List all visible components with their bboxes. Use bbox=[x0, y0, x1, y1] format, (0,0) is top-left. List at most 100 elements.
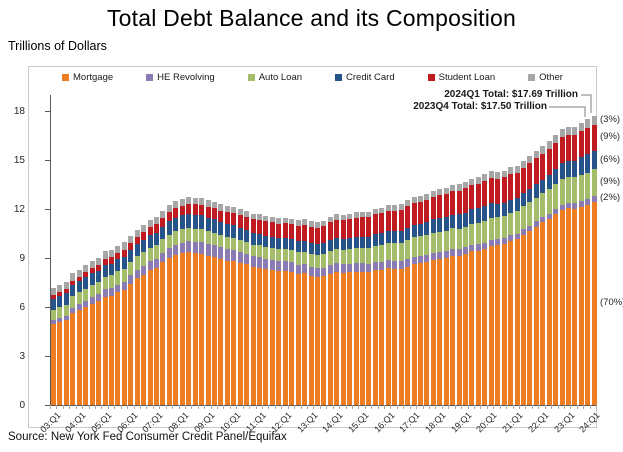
bar-segment-student-loan bbox=[372, 214, 378, 235]
bar-segment-student-loan bbox=[263, 221, 269, 236]
bar-segment-other bbox=[141, 225, 147, 233]
bar-segment-auto-loan bbox=[250, 244, 256, 257]
bar-segment-mortgage bbox=[585, 204, 591, 405]
bar-segment-student-loan bbox=[199, 204, 205, 216]
bar-segment-student-loan bbox=[392, 210, 398, 232]
stacked-bar bbox=[192, 197, 198, 405]
bar-segment-auto-loan bbox=[424, 235, 430, 255]
bar-segment-mortgage bbox=[192, 253, 198, 405]
stacked-bar bbox=[334, 214, 340, 405]
bar-segment-he-revolving bbox=[282, 261, 288, 272]
percent-label-auto-loan: (9%) bbox=[600, 175, 621, 187]
bar-segment-other bbox=[340, 214, 346, 221]
x-axis-tick-label: 13:Q1 bbox=[294, 410, 320, 435]
bar-segment-credit-card bbox=[231, 225, 237, 238]
bar-segment-student-loan bbox=[533, 157, 539, 184]
bar-segment-auto-loan bbox=[366, 248, 372, 265]
bar-segment-he-revolving bbox=[160, 252, 166, 263]
bar-segment-other bbox=[250, 213, 256, 220]
bar-segment-student-loan bbox=[289, 224, 295, 240]
bar-segment-student-loan bbox=[57, 291, 63, 296]
bar-segment-student-loan bbox=[488, 178, 494, 204]
bar-segment-other bbox=[372, 208, 378, 215]
stacked-bar bbox=[437, 189, 443, 405]
bar-segment-other bbox=[83, 265, 89, 273]
bar-segment-mortgage bbox=[263, 269, 269, 405]
bar-segment-auto-loan bbox=[385, 243, 391, 261]
bar-segment-mortgage bbox=[463, 254, 469, 405]
bar-segment-other bbox=[353, 212, 359, 218]
bar-segment-student-loan bbox=[173, 208, 179, 218]
bar-segment-student-loan bbox=[482, 180, 488, 206]
bar-segment-other bbox=[186, 196, 192, 204]
bar-segment-credit-card bbox=[469, 209, 475, 224]
x-axis-tick bbox=[146, 405, 148, 409]
stacked-bar bbox=[276, 217, 282, 405]
stacked-bar bbox=[546, 141, 552, 405]
bar-segment-credit-card bbox=[70, 284, 76, 297]
bar-segment-other bbox=[115, 245, 121, 253]
bar-segment-he-revolving bbox=[128, 275, 134, 284]
bar-segment-mortgage bbox=[51, 324, 57, 405]
bar-segment-mortgage bbox=[456, 256, 462, 405]
bar-segment-other bbox=[327, 216, 333, 223]
bar-segment-mortgage bbox=[430, 260, 436, 405]
bar-segment-credit-card bbox=[450, 214, 456, 229]
bar-segment-he-revolving bbox=[269, 259, 275, 270]
bar-segment-mortgage bbox=[546, 219, 552, 405]
stacked-bar bbox=[141, 225, 147, 405]
bar-segment-he-revolving bbox=[314, 268, 320, 277]
bar-segment-credit-card bbox=[199, 215, 205, 230]
bar-segment-mortgage bbox=[553, 214, 559, 405]
x-axis-tick bbox=[300, 405, 302, 409]
bar-segment-mortgage bbox=[211, 257, 217, 405]
x-axis-tick bbox=[249, 405, 251, 409]
stacked-bar bbox=[463, 181, 469, 405]
bar-segment-credit-card bbox=[366, 236, 372, 249]
stacked-bar bbox=[392, 205, 398, 405]
bar-segment-he-revolving bbox=[289, 262, 295, 272]
bar-segment-other bbox=[398, 203, 404, 210]
x-axis-tick bbox=[486, 405, 488, 409]
bar-segment-he-revolving bbox=[224, 249, 230, 261]
bar-segment-auto-loan bbox=[308, 253, 314, 267]
bar-segment-auto-loan bbox=[192, 228, 198, 243]
bar-segment-student-loan bbox=[572, 135, 578, 161]
bar-segment-credit-card bbox=[591, 150, 597, 170]
bar-segment-he-revolving bbox=[263, 258, 269, 270]
x-axis-tick bbox=[448, 405, 450, 409]
bar-segment-mortgage bbox=[347, 272, 353, 405]
stacked-bar bbox=[250, 213, 256, 405]
bar-segment-credit-card bbox=[578, 157, 584, 175]
bar-segment-auto-loan bbox=[237, 240, 243, 252]
bar-segment-he-revolving bbox=[411, 256, 417, 264]
bar-segment-auto-loan bbox=[469, 223, 475, 245]
bar-segment-credit-card bbox=[83, 277, 89, 289]
bar-segment-other bbox=[514, 165, 520, 173]
bar-segment-mortgage bbox=[392, 268, 398, 405]
x-axis-tick bbox=[255, 405, 257, 409]
bar-segment-auto-loan bbox=[417, 236, 423, 256]
bar-segment-he-revolving bbox=[218, 247, 224, 259]
bar-segment-student-loan bbox=[546, 148, 552, 175]
stacked-bar bbox=[372, 208, 378, 405]
bar-segment-student-loan bbox=[244, 217, 250, 231]
stacked-bar bbox=[527, 156, 533, 405]
x-axis-tick bbox=[165, 405, 167, 409]
x-axis-tick bbox=[435, 405, 437, 409]
bar-segment-auto-loan bbox=[398, 242, 404, 261]
bar-segment-mortgage bbox=[128, 283, 134, 405]
bar-segment-other bbox=[578, 122, 584, 132]
bar-segment-credit-card bbox=[488, 203, 494, 218]
bar-segment-auto-loan bbox=[540, 193, 546, 218]
legend-item-credit-card: Credit Card bbox=[335, 72, 395, 83]
x-axis-tick bbox=[493, 405, 495, 409]
stacked-bar bbox=[469, 178, 475, 405]
x-axis-tick bbox=[242, 405, 244, 409]
stacked-bar bbox=[205, 200, 211, 405]
stacked-bar bbox=[520, 160, 526, 405]
bar-segment-auto-loan bbox=[269, 247, 275, 260]
bar-segment-auto-loan bbox=[186, 227, 192, 241]
bar-segment-student-loan bbox=[211, 208, 217, 220]
